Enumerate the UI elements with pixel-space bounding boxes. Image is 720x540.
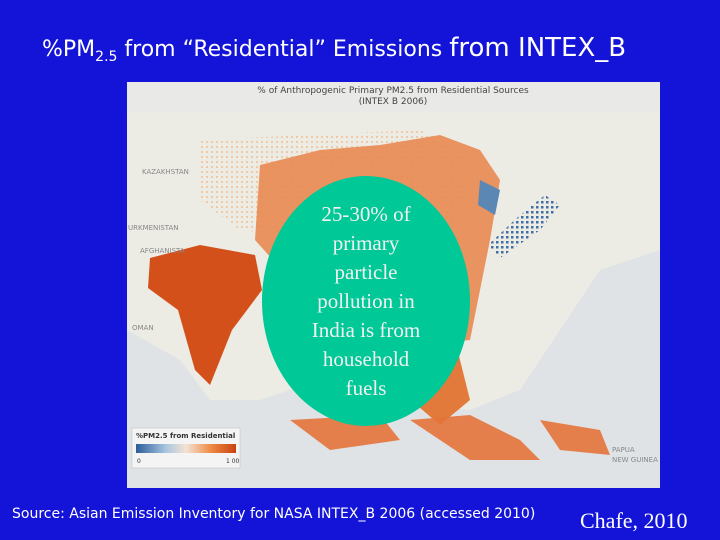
korea-emissions [478, 180, 500, 215]
title-subscript: 2.5 [95, 49, 117, 65]
map-label: NEW GUINEA [612, 456, 658, 464]
legend-bar [136, 444, 236, 453]
japan-emissions [488, 195, 560, 258]
map-subtitle: (INTEX B 2006) [359, 97, 428, 107]
callout-line: pollution in [317, 289, 415, 313]
map-legend: %PM2.5 from Residential 0 1 00 [131, 427, 241, 469]
callout-line: fuels [346, 376, 387, 400]
title-part: %PM [42, 37, 95, 62]
callout-bubble [262, 176, 470, 426]
legend-title: %PM2.5 from Residential [136, 432, 235, 440]
map-title: % of Anthropogenic Primary PM2.5 from Re… [257, 86, 529, 96]
source-note: Source: Asian Emission Inventory for NAS… [12, 506, 535, 522]
title-part: from INTEX_B [449, 33, 626, 63]
title-part: from “Residential” Emissions [117, 37, 449, 62]
callout-line: 25-30% of [321, 202, 410, 226]
callout-line: India is from [312, 318, 420, 342]
map-label: PAPUA [612, 446, 635, 454]
callout-line: primary [333, 231, 400, 255]
map-label: AFGHANISTA [140, 247, 185, 255]
callout-text: 25-30% of primary particle pollution in Indi… [312, 202, 420, 400]
map-header [127, 82, 660, 112]
slide-title: %PM2.5 from “Residential” Emissions from… [42, 33, 626, 65]
indonesia-emissions [290, 415, 610, 460]
callout-line: particle [335, 260, 398, 284]
legend-min: 0 [137, 458, 141, 465]
map-label: OMAN [132, 324, 154, 332]
credit: Chafe, 2010 [580, 508, 688, 533]
india-emissions [148, 245, 262, 385]
map-label: URKMENISTAN [128, 224, 179, 232]
callout-line: household [323, 347, 410, 371]
legend-max: 1 00 [226, 458, 240, 465]
map-label: KAZAKHSTAN [142, 168, 189, 176]
